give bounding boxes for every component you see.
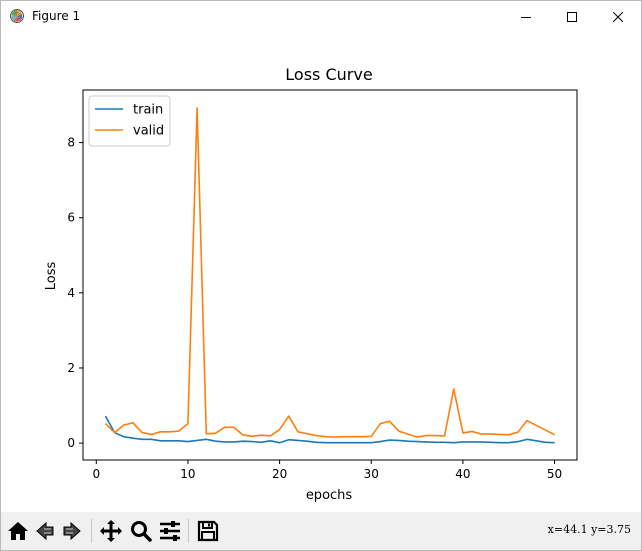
legend-label: train bbox=[133, 103, 163, 118]
series-line-train bbox=[104, 415, 555, 444]
navigation-toolbar: x=44.1 y=3.75 bbox=[1, 512, 641, 550]
back-button[interactable] bbox=[32, 518, 58, 544]
pan-icon bbox=[100, 520, 122, 542]
toolbar-separator bbox=[91, 519, 92, 543]
x-tick-label: 50 bbox=[547, 467, 562, 481]
window-title: Figure 1 bbox=[32, 9, 81, 23]
toolbar-separator bbox=[188, 519, 189, 543]
figure-canvas[interactable]: Loss Curve epochs Loss 0 10 20 30 40 50 0 2 4 6 8 … bbox=[1, 32, 641, 512]
cursor-coordinates: x=44.1 y=3.75 bbox=[547, 523, 631, 536]
save-icon bbox=[197, 520, 219, 542]
y-tick-label: 8 bbox=[67, 136, 75, 150]
loss-chart: Loss Curve epochs Loss 0 10 20 30 40 5002468 … bbox=[1, 32, 641, 512]
minimize-icon bbox=[521, 16, 531, 18]
y-axis-label: Loss bbox=[44, 262, 59, 291]
home-icon bbox=[8, 522, 28, 540]
forward-icon bbox=[63, 521, 81, 541]
save-button[interactable] bbox=[195, 518, 221, 544]
x-tick-label: 10 bbox=[180, 467, 195, 481]
y-tick-label: 6 bbox=[67, 211, 75, 225]
title-bar[interactable]: Figure 1 bbox=[1, 1, 641, 32]
x-tick-label: 20 bbox=[272, 467, 287, 481]
series-line-valid bbox=[104, 107, 555, 438]
close-icon bbox=[613, 11, 623, 22]
close-button[interactable] bbox=[595, 1, 641, 32]
x-tick-label: 0 bbox=[92, 467, 100, 481]
maximize-icon bbox=[567, 11, 577, 22]
x-tick-label: 30 bbox=[364, 467, 379, 481]
zoom-icon bbox=[131, 521, 152, 542]
forward-button[interactable] bbox=[59, 518, 85, 544]
plot-frame bbox=[82, 89, 578, 461]
y-tick-label: 4 bbox=[67, 286, 75, 300]
minimize-button[interactable] bbox=[503, 1, 549, 32]
chart-title: Loss Curve bbox=[285, 65, 372, 84]
y-tick-label: 2 bbox=[67, 361, 75, 375]
zoom-button[interactable] bbox=[128, 518, 154, 544]
x-tick-label: 40 bbox=[455, 467, 470, 481]
subplots-icon bbox=[160, 521, 180, 541]
x-axis-label: epochs bbox=[306, 488, 353, 503]
home-button[interactable] bbox=[5, 518, 31, 544]
subplots-button[interactable] bbox=[157, 518, 183, 544]
pan-button[interactable] bbox=[98, 518, 124, 544]
back-icon bbox=[36, 521, 54, 541]
y-tick-label: 0 bbox=[67, 436, 75, 450]
matplotlib-logo-icon bbox=[10, 9, 24, 23]
legend-label: valid bbox=[133, 124, 164, 139]
maximize-button[interactable] bbox=[549, 1, 595, 32]
